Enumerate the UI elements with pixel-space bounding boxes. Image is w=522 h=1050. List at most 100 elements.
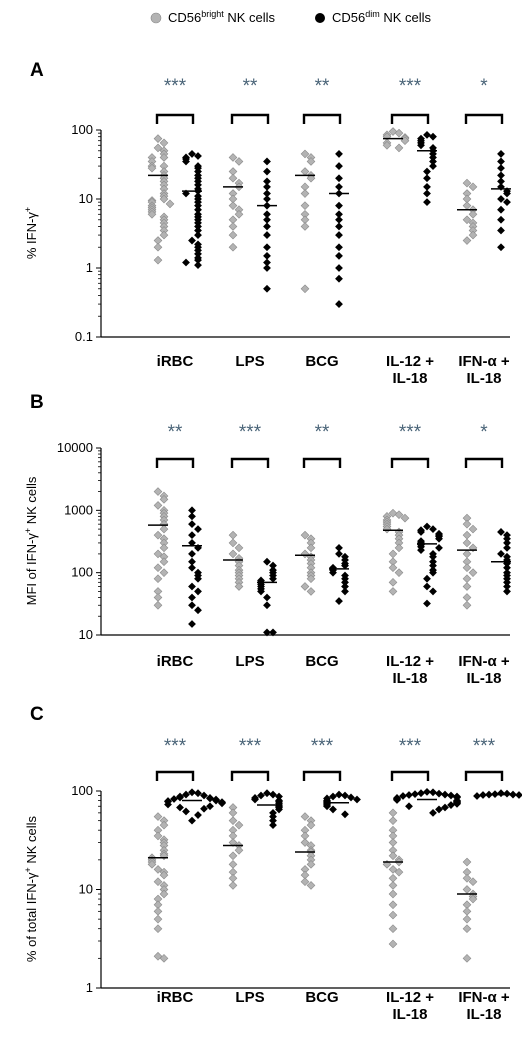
data-point-bright (228, 816, 238, 825)
data-point-dim (263, 284, 271, 293)
data-point-bright (159, 557, 169, 567)
data-point-bright (165, 199, 175, 209)
data-point-dim (503, 198, 511, 207)
data-point-bright (234, 582, 244, 591)
data-point-dim (497, 243, 505, 252)
significance-stars: *** (239, 422, 262, 443)
data-point-bright (388, 910, 398, 920)
panels: A% IFN-γ+0.1110100iRBC***LPS**BCG**IL-12… (23, 60, 522, 1023)
x-category-label: IFN-α + IL-18 (458, 989, 510, 1023)
significance-stars: *** (239, 736, 262, 757)
data-point-bright (300, 284, 310, 294)
data-point-dim (435, 805, 443, 814)
data-point-bright (306, 587, 316, 596)
data-point-bright (159, 230, 169, 240)
y-axis-label: % of total IFN-γ+ NK cells (23, 815, 39, 962)
data-point-dim (509, 790, 517, 799)
data-point-dim (188, 563, 196, 572)
data-point-bright (228, 549, 238, 559)
data-point-dim (335, 182, 343, 191)
data-point-bright (462, 530, 472, 540)
data-point-bright (153, 487, 163, 496)
data-point-dim (497, 177, 505, 186)
data-point-dim (263, 167, 271, 176)
significance-bracket (230, 457, 270, 468)
data-point-dim (341, 582, 349, 591)
data-point-bright (228, 851, 238, 861)
data-point-bright (388, 889, 398, 899)
data-point-bright (388, 900, 398, 910)
data-point-dim (353, 795, 361, 804)
data-point-dim (194, 205, 202, 214)
data-point-bright (388, 563, 398, 573)
data-point-dim (194, 152, 202, 160)
data-point-dim (269, 628, 277, 637)
data-point-dim (194, 606, 202, 615)
data-point-dim (176, 803, 184, 812)
data-point-bright (228, 881, 238, 890)
data-point-dim (335, 215, 343, 224)
data-point-bright (234, 157, 244, 166)
data-point-dim (423, 182, 431, 191)
data-point-bright (462, 574, 472, 584)
data-point-dim (503, 534, 511, 543)
data-point-bright (462, 914, 472, 924)
data-point-dim (269, 574, 277, 583)
x-category-label: iRBC (157, 353, 194, 370)
y-tick-label: 10000 (57, 440, 93, 455)
data-point-dim (194, 181, 202, 189)
x-category-label: IL-12 + IL-18 (386, 653, 434, 687)
y-tick-label: 100 (71, 783, 93, 798)
data-point-dim (429, 132, 437, 141)
data-point-dim (429, 808, 437, 817)
data-point-bright (388, 838, 398, 847)
data-point-dim (329, 792, 337, 801)
panel-letter: C (30, 704, 44, 725)
data-point-dim (405, 802, 413, 811)
data-point-bright (462, 924, 472, 934)
data-point-dim (263, 789, 271, 798)
data-point-bright (468, 209, 478, 219)
data-point-dim (194, 811, 202, 819)
data-point-dim (503, 582, 511, 591)
x-category-label: BCG (305, 989, 338, 1006)
data-point-dim (447, 791, 455, 800)
data-point-dim (263, 195, 271, 203)
x-category-label: LPS (235, 989, 264, 1006)
y-tick-label: 10 (79, 627, 93, 642)
data-point-bright (462, 519, 472, 529)
data-point-bright (234, 845, 244, 855)
data-point-bright (306, 881, 316, 890)
data-point-bright (300, 149, 310, 159)
significance-stars: ** (315, 76, 330, 97)
data-point-dim (429, 162, 437, 170)
data-point-dim (503, 559, 511, 568)
data-point-dim (429, 788, 437, 797)
data-point-bright (228, 860, 238, 869)
data-point-bright (153, 242, 163, 252)
x-category-label: IL-12 + IL-18 (386, 353, 434, 387)
data-point-bright (388, 924, 398, 934)
data-point-bright (388, 549, 398, 559)
data-point-bright (234, 820, 244, 830)
data-point-dim (423, 574, 431, 583)
data-point-dim (479, 791, 487, 799)
data-point-bright (300, 222, 310, 231)
significance-stars: *** (399, 422, 422, 443)
data-point-dim (497, 789, 505, 798)
data-point-dim (263, 231, 271, 239)
data-point-dim (497, 226, 505, 235)
data-point-bright (462, 873, 472, 883)
data-point-dim (341, 561, 349, 570)
data-point-dim (423, 189, 431, 198)
data-point-bright (300, 530, 310, 540)
data-point-dim (188, 557, 196, 566)
significance-bracket (390, 770, 430, 781)
data-point-dim (188, 531, 196, 540)
data-point-bright (388, 873, 398, 883)
data-point-dim (275, 792, 283, 801)
significance-stars: ** (315, 422, 330, 443)
data-point-bright (468, 568, 478, 577)
data-point-bright (462, 593, 472, 602)
significance-bracket (464, 113, 504, 124)
